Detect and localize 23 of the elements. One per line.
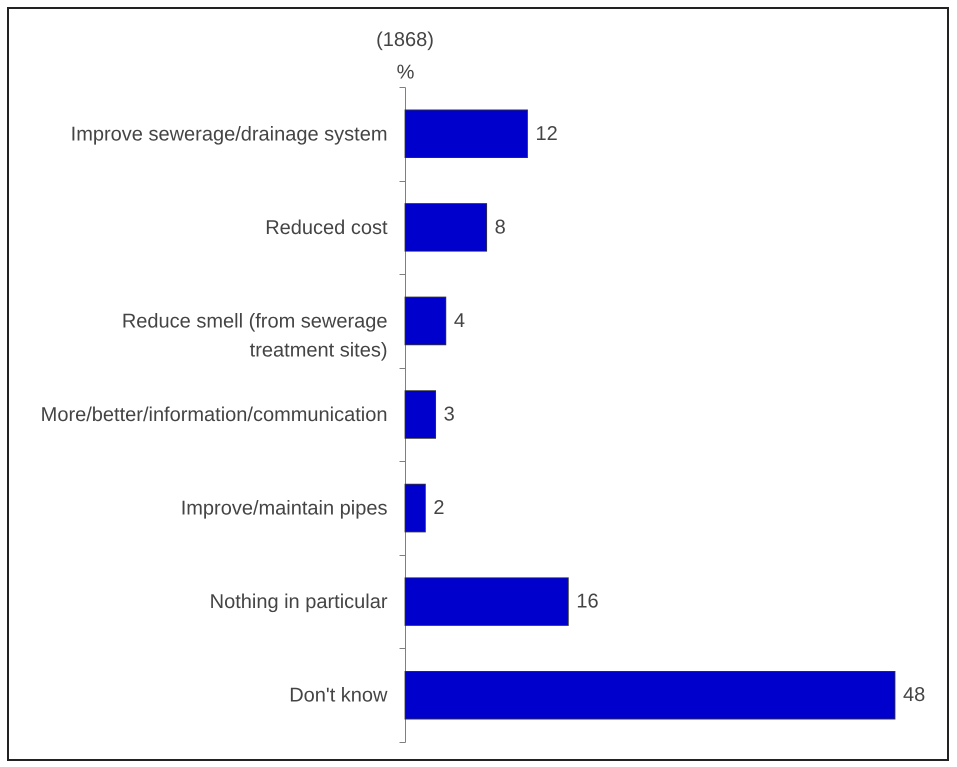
bar: [404, 484, 426, 532]
x-axis-title: %: [396, 62, 415, 84]
y-tick-label: Improve sewerage/drainage system: [70, 123, 388, 146]
bar: [404, 110, 528, 158]
data-label: 48: [903, 684, 926, 706]
y-tick-label: Reduced cost: [265, 216, 388, 239]
data-label: 16: [576, 590, 599, 613]
data-label: 2: [433, 497, 445, 520]
data-label: 8: [494, 216, 506, 238]
y-tick-label: Nothing in particular: [210, 591, 388, 614]
bar: [404, 670, 896, 720]
y-tick-label: Reduce smell (from sewerage treatment sites): [122, 310, 388, 362]
chart-title: (1868): [376, 29, 434, 51]
y-tick-label: Improve/maintain pipes: [180, 498, 388, 520]
y-tick-label: Don't know: [289, 684, 388, 707]
data-label: 4: [454, 310, 465, 332]
bar: [404, 296, 446, 346]
bar: [404, 577, 569, 626]
bar: [404, 203, 488, 252]
data-label: 3: [444, 404, 455, 426]
bar: [404, 390, 436, 439]
y-tick-label: More/better/information/communication: [40, 404, 388, 426]
data-label: 12: [536, 122, 558, 145]
